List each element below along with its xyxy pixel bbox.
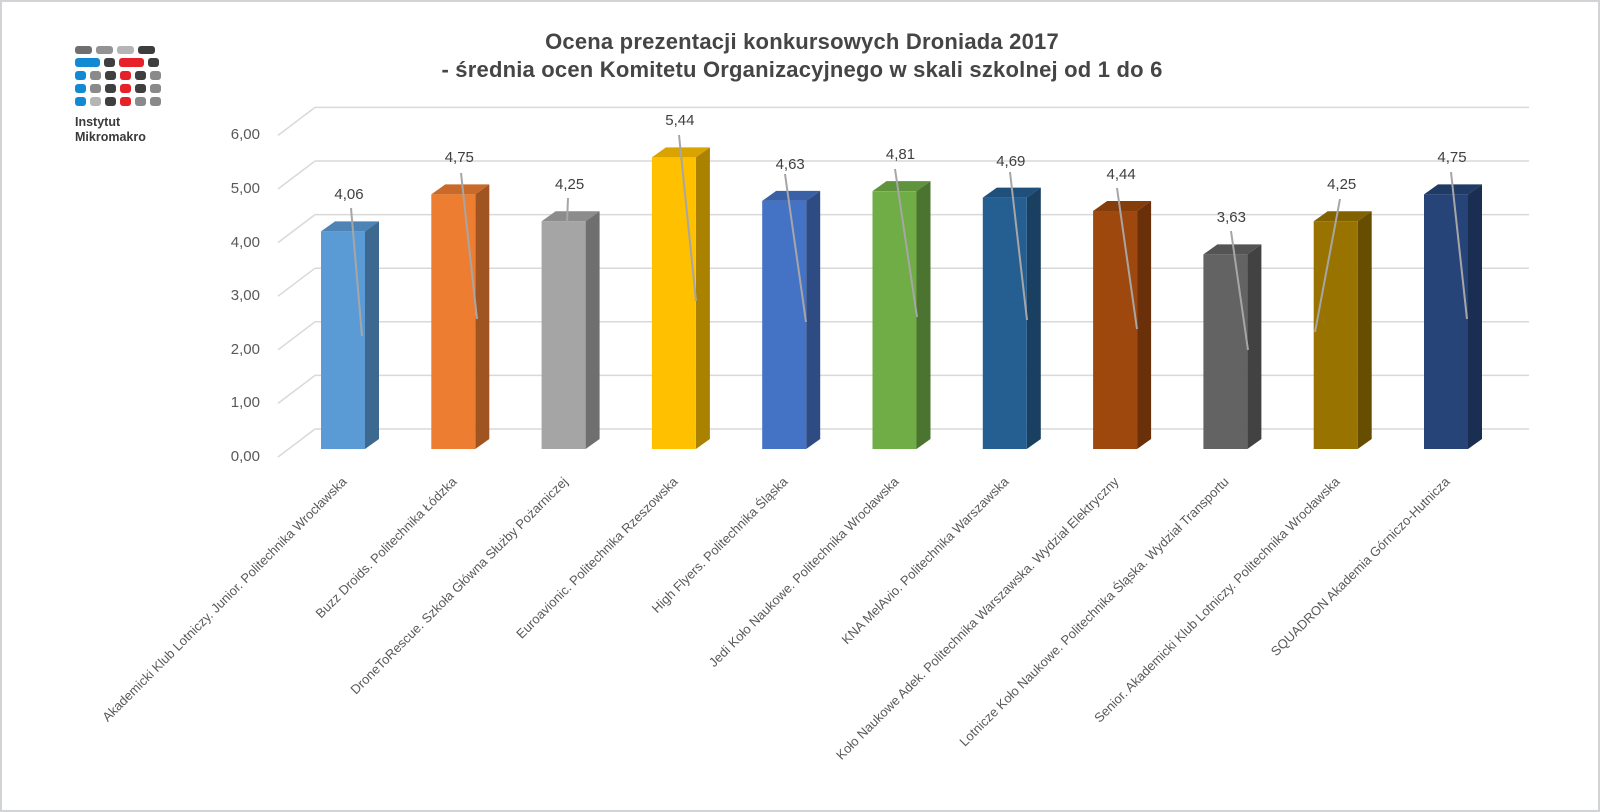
bar-top-face bbox=[1093, 201, 1152, 212]
y-tick-label: 5,00 bbox=[230, 180, 260, 197]
data-label-leader-line bbox=[566, 197, 569, 224]
data-label-leader-line bbox=[1116, 187, 1138, 330]
data-label-leader-line bbox=[1450, 171, 1468, 320]
bar-value-label: 4,75 bbox=[444, 149, 474, 167]
bar-side-face bbox=[585, 211, 600, 449]
bar-top-face bbox=[541, 211, 600, 222]
bar-top-face bbox=[431, 184, 490, 195]
y-tick-label: 2,00 bbox=[230, 340, 260, 358]
bar bbox=[651, 147, 710, 449]
data-label-leader-line bbox=[678, 134, 697, 302]
bar-side-face bbox=[1468, 184, 1482, 449]
bar-top-face bbox=[762, 190, 821, 201]
bar-value-label: 4,44 bbox=[1106, 166, 1136, 184]
y-tick-label: 3,00 bbox=[230, 287, 260, 305]
bar-front-face bbox=[541, 221, 586, 449]
bar-front-face bbox=[1203, 254, 1248, 449]
bar-side-face bbox=[475, 184, 490, 449]
gridline-diagonal bbox=[277, 106, 316, 136]
data-label-leader-line bbox=[1314, 198, 1341, 333]
bar bbox=[1203, 244, 1262, 449]
data-label-leader-line bbox=[1230, 230, 1249, 351]
bar-value-label: 3,63 bbox=[1216, 209, 1246, 227]
data-label-leader-line bbox=[1009, 171, 1028, 321]
bar-value-label: 4,06 bbox=[334, 186, 364, 204]
bar-top-face bbox=[1203, 244, 1262, 255]
bar-front-face bbox=[1313, 221, 1358, 449]
bar-side-face bbox=[1357, 211, 1372, 449]
bar-side-face bbox=[916, 181, 931, 449]
data-label-leader-line bbox=[784, 173, 807, 323]
bar-value-label: 4,75 bbox=[1437, 149, 1467, 167]
bar bbox=[1424, 184, 1482, 449]
chart-title: Ocena prezentacji konkursowych Droniada … bbox=[2, 28, 1598, 84]
data-label-leader-line bbox=[350, 207, 363, 337]
y-tick-label: 1,00 bbox=[230, 394, 260, 412]
bar-value-label: 4,25 bbox=[554, 176, 585, 194]
chart-title-line1: Ocena prezentacji konkursowych Droniada … bbox=[545, 29, 1059, 54]
bar bbox=[541, 211, 600, 449]
bar bbox=[872, 181, 931, 449]
bar-side-face bbox=[365, 221, 379, 449]
bar-side-face bbox=[695, 147, 710, 449]
bar-top-face bbox=[1313, 211, 1372, 222]
gridline-diagonal bbox=[277, 428, 316, 458]
bar-value-label: 5,44 bbox=[665, 112, 695, 130]
bar-side-face bbox=[806, 190, 821, 449]
logo-text-line1: Instytut bbox=[75, 115, 121, 129]
bar-value-label: 4,63 bbox=[775, 155, 805, 173]
bar-front-face bbox=[1093, 211, 1138, 449]
bar-top-face bbox=[321, 221, 379, 232]
logo-dot-matrix-icon bbox=[75, 46, 161, 106]
gridline-diagonal bbox=[277, 267, 316, 297]
gridline-diagonal bbox=[277, 374, 316, 404]
bar-value-label: 4,25 bbox=[1327, 176, 1357, 194]
bar-front-face bbox=[651, 157, 696, 449]
bar bbox=[1093, 201, 1152, 449]
bar-value-label: 4,69 bbox=[996, 152, 1026, 170]
bar-front-face bbox=[982, 197, 1027, 449]
bar-front-face bbox=[762, 200, 807, 449]
gridline-diagonal bbox=[277, 160, 316, 190]
data-label-leader-line bbox=[460, 172, 478, 320]
logo-text-line2: Mikromakro bbox=[75, 130, 146, 144]
bar-front-face bbox=[321, 231, 365, 449]
bar-side-face bbox=[1137, 201, 1152, 449]
bar bbox=[431, 184, 490, 449]
y-tick-label: 6,00 bbox=[230, 126, 260, 144]
y-tick-label: 4,00 bbox=[230, 233, 260, 251]
bar-side-face bbox=[1026, 187, 1041, 449]
data-label-leader-line bbox=[894, 168, 918, 318]
bar-front-face bbox=[1424, 194, 1468, 449]
bar-front-face bbox=[431, 194, 476, 449]
bar bbox=[1313, 211, 1372, 449]
y-tick-label: 0,00 bbox=[230, 448, 260, 465]
bar bbox=[982, 187, 1041, 449]
gridline-diagonal bbox=[277, 214, 316, 244]
instytut-mikromakro-logo: Instytut Mikromakro bbox=[75, 46, 161, 145]
chart-title-line2: - średnia ocen Komitetu Organizacyjnego … bbox=[441, 57, 1163, 82]
bar-value-label: 4,81 bbox=[885, 146, 916, 164]
gridline-diagonal bbox=[277, 321, 316, 351]
bar bbox=[762, 190, 821, 449]
bar bbox=[321, 221, 379, 449]
bar-side-face bbox=[1247, 244, 1262, 449]
bar-top-face bbox=[872, 181, 931, 192]
bar-front-face bbox=[872, 191, 917, 449]
